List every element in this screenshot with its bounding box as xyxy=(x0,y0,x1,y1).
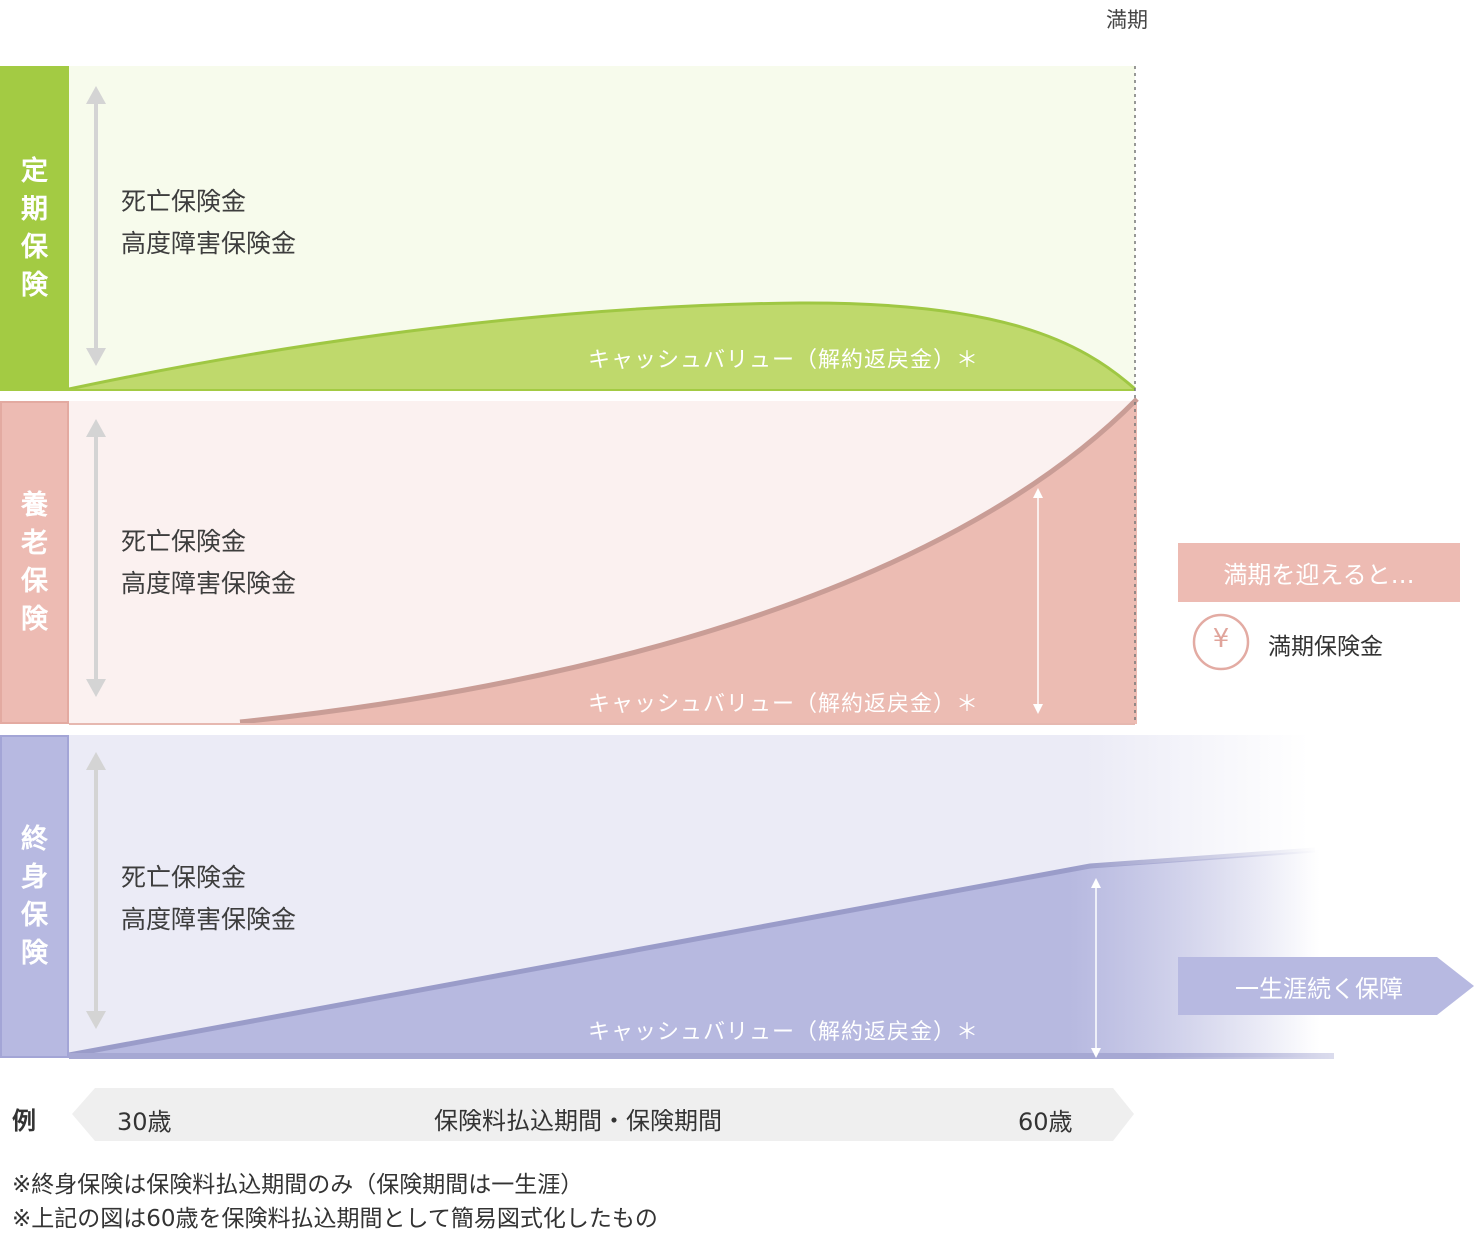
term-insurance-label: 定 期 保 険 xyxy=(0,66,69,391)
yen-coin-icon xyxy=(1192,613,1250,671)
disability-benefit-label: 高度障害保険金 xyxy=(121,229,297,258)
endowment-cash-value-edge xyxy=(239,397,1139,725)
term-claims: 死亡保険金 高度障害保険金 xyxy=(121,181,296,265)
whole-life-claims: 死亡保険金 高度障害保険金 xyxy=(121,857,296,941)
yen-symbol: ¥ xyxy=(1212,624,1230,654)
whole-life-cash-value-area xyxy=(69,850,1320,1057)
footnote-1: ※終身保険は保険料払込期間のみ（保険期間は一生涯） xyxy=(12,1172,584,1198)
endowment-cash-value-area xyxy=(240,399,1137,724)
disability-benefit-label: 高度障害保険金 xyxy=(121,569,297,598)
example-label: 例 xyxy=(12,1107,36,1135)
disability-benefit-label: 高度障害保険金 xyxy=(121,905,297,934)
period-axis-band xyxy=(72,1088,1134,1141)
start-age-label: 30歳 xyxy=(117,1108,172,1136)
endowment-insurance-label: 養 老 保 険 xyxy=(0,401,69,724)
maturity-label: 満期 xyxy=(1106,8,1148,32)
end-age-label: 60歳 xyxy=(1018,1108,1073,1136)
death-benefit-label: 死亡保険金 xyxy=(121,527,247,556)
term-cash-value-area xyxy=(69,302,1135,389)
whole-life-cash-value-label: キャッシュバリュー（解約返戻金）＊ xyxy=(588,1020,980,1045)
maturity-tag: 満期を迎えると… xyxy=(1178,543,1460,602)
term-cash-value-label: キャッシュバリュー（解約返戻金）＊ xyxy=(588,348,980,373)
lifelong-arrow-shape xyxy=(1178,957,1474,1015)
endowment-cash-value-label: キャッシュバリュー（解約返戻金）＊ xyxy=(588,692,980,717)
whole-life-insurance-label: 終 身 保 険 xyxy=(0,735,69,1058)
term-cash-value-edge xyxy=(68,301,1136,391)
footnote-2: ※上記の図は60歳を保険料払込期間として簡易図式化したもの xyxy=(12,1206,658,1232)
maturity-benefit-label: 満期保険金 xyxy=(1268,634,1383,660)
whole-life-cash-value-edge xyxy=(68,847,1316,1058)
lifelong-tag: 一生涯続く保障 xyxy=(1235,974,1403,1003)
endowment-claims: 死亡保険金 高度障害保険金 xyxy=(121,521,296,605)
period-label: 保険料払込期間・保険期間 xyxy=(434,1107,722,1135)
death-benefit-label: 死亡保険金 xyxy=(121,863,247,892)
death-benefit-label: 死亡保険金 xyxy=(121,187,247,216)
